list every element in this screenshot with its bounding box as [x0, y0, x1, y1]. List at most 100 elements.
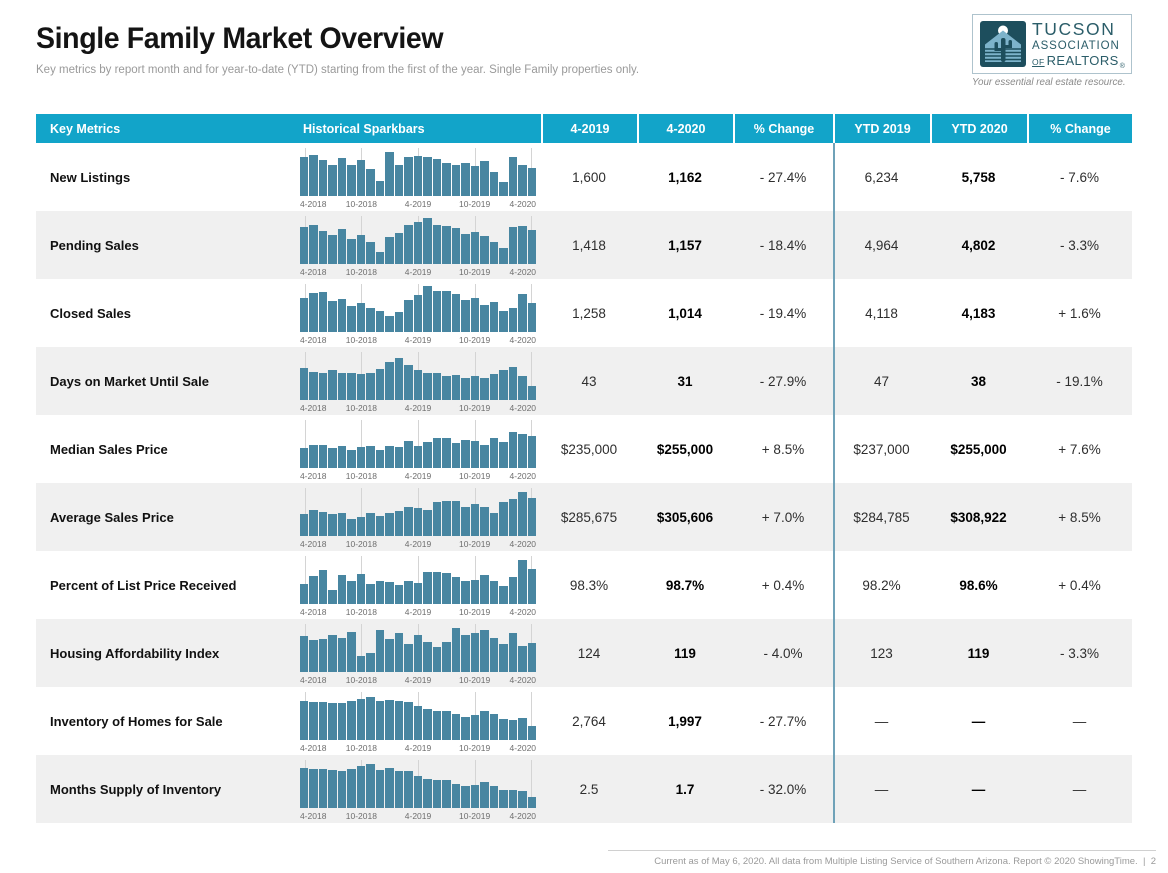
spark-bar	[432, 438, 442, 468]
sparkbar-chart: 4-2018 10-2018 4-2019 10-2019 4-2020	[295, 687, 541, 755]
spark-bar	[318, 511, 328, 536]
spark-bar	[499, 719, 508, 740]
metric-label: Average Sales Price	[50, 509, 174, 525]
value-month-2020: 31	[677, 373, 693, 389]
spark-bar	[461, 506, 470, 536]
spark-bar	[337, 372, 347, 400]
spark-bar	[318, 702, 328, 740]
spark-bar	[470, 579, 480, 604]
value-month-2020: 1,157	[668, 237, 702, 253]
spark-gridline	[304, 488, 306, 536]
spark-bar	[375, 310, 385, 332]
spark-bar	[337, 158, 347, 196]
spark-bar	[461, 300, 470, 332]
spark-bar	[300, 227, 309, 264]
spark-bar	[375, 180, 385, 196]
page-header: Single Family Market Overview Key metric…	[0, 0, 1168, 98]
logo-tagline: Your essential real estate resource.	[972, 77, 1126, 88]
spark-tick-label: 4-2020	[509, 267, 537, 277]
table-row: Pending Sales 4-2018 10-2018 4-2019 10-2019…	[36, 211, 1132, 279]
spark-bar	[300, 767, 309, 808]
spark-bars	[300, 285, 537, 332]
spark-bar	[309, 702, 318, 740]
spark-bar	[461, 162, 470, 196]
spark-tick-label: 4-2019	[404, 267, 432, 277]
sparkbar-chart: 4-2018 10-2018 4-2019 10-2019 4-2020	[295, 347, 541, 415]
sparkbar-chart: 4-2018 10-2018 4-2019 10-2019 4-2020	[295, 279, 541, 347]
spark-bar	[375, 580, 385, 604]
spark-bar	[508, 633, 518, 672]
spark-bar	[442, 642, 451, 672]
spark-bar	[489, 171, 499, 196]
spark-bar	[337, 770, 347, 808]
value-month-2020: 1,014	[668, 305, 702, 321]
spark-bar	[356, 574, 366, 604]
spark-bar	[394, 633, 404, 672]
spark-bar	[480, 781, 489, 808]
sparkbar-plot-area: 4-2018 10-2018 4-2019 10-2019 4-2020	[300, 755, 537, 823]
spark-bar	[432, 572, 442, 604]
sparkbar-plot-area: 4-2018 10-2018 4-2019 10-2019 4-2020	[300, 347, 537, 415]
col-header-ytd-2020: YTD 2020	[930, 114, 1027, 143]
spark-bar	[309, 371, 318, 400]
spark-tick-label: 4-2018	[299, 267, 327, 277]
spark-bar	[394, 357, 404, 400]
sparkbar-plot-area: 4-2018 10-2018 4-2019 10-2019 4-2020	[299, 211, 537, 279]
spark-bars	[300, 761, 537, 808]
value-month-change: - 27.4%	[759, 169, 807, 185]
spark-bar	[300, 368, 309, 400]
spark-bar	[347, 631, 356, 672]
spark-bar	[499, 586, 508, 604]
value-month-change: - 27.7%	[759, 713, 807, 729]
value-month-change: - 32.0%	[759, 781, 807, 797]
spark-bar	[518, 492, 527, 536]
spark-bar	[432, 372, 442, 400]
spark-gridline	[361, 624, 363, 672]
value-month-change: - 4.0%	[763, 645, 803, 661]
spark-bar	[489, 713, 499, 740]
value-ytd-2020: 4,183	[961, 305, 996, 321]
spark-bar	[318, 569, 328, 604]
logo-line-tucson: TUCSON	[1032, 19, 1116, 39]
value-ytd-2020: —	[971, 713, 986, 729]
sparkbar-chart: 4-2018 10-2018 4-2019 10-2019 4-2020	[295, 551, 541, 619]
spark-tick-label: 4-2018	[299, 607, 327, 617]
spark-bar	[489, 786, 499, 808]
spark-bar	[451, 228, 461, 264]
spark-tick-label: 4-2019	[404, 539, 432, 549]
sparkbar-chart: 4-2018 10-2018 4-2019 10-2019 4-2020	[295, 211, 541, 279]
spark-bar	[423, 779, 432, 808]
spark-bars	[300, 625, 537, 672]
spark-bar	[423, 218, 432, 264]
value-ytd-2020: 38	[970, 373, 987, 389]
spark-bar	[318, 769, 328, 808]
value-month-2019: 98.3%	[569, 577, 609, 593]
spark-bar	[518, 560, 527, 604]
spark-tick-label: 4-2019	[404, 607, 432, 617]
spark-bar	[451, 713, 461, 740]
spark-gridline	[531, 760, 533, 808]
spark-bar	[442, 226, 451, 264]
value-ytd-2019: 4,118	[865, 305, 898, 321]
col-header-key-metrics: Key Metrics	[36, 114, 295, 143]
spark-bar	[404, 506, 413, 536]
spark-bar	[442, 780, 451, 808]
spark-bar	[300, 701, 309, 740]
spark-bar	[385, 152, 394, 196]
page-subtitle: Key metrics by report month and for year…	[36, 64, 640, 76]
spark-bar	[328, 370, 337, 400]
spark-bar	[480, 235, 489, 264]
spark-bar	[432, 780, 442, 808]
spark-bar	[508, 499, 518, 536]
spark-bar	[470, 504, 480, 536]
spark-bars	[300, 693, 537, 740]
col-header-ytd-2019: YTD 2019	[833, 114, 930, 143]
spark-bar	[385, 638, 394, 672]
spark-tick-label: 10-2019	[459, 267, 491, 277]
value-ytd-2019: $284,785	[853, 509, 910, 525]
col-header-month-2019: 4-2019	[541, 114, 637, 143]
metric-label: Months Supply of Inventory	[50, 781, 222, 797]
spark-tick-label: 4-2020	[509, 743, 537, 753]
spark-bar	[413, 706, 423, 740]
spark-bar	[366, 583, 375, 604]
